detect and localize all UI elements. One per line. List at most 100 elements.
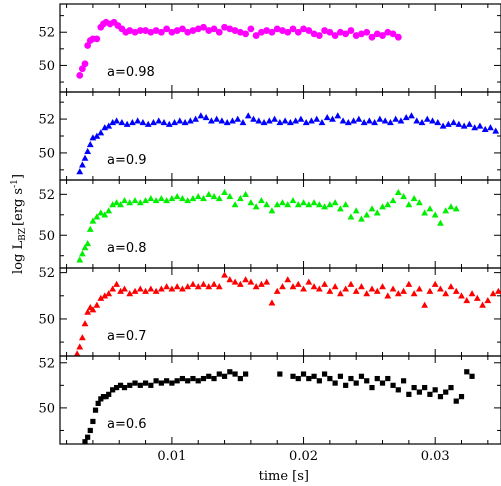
- data-point: [263, 201, 271, 208]
- data-point: [316, 378, 322, 384]
- data-point: [121, 285, 128, 292]
- data-point: [448, 384, 454, 391]
- data-point: [487, 124, 494, 131]
- data-point: [343, 382, 349, 388]
- data-point: [400, 378, 407, 384]
- data-point: [279, 283, 286, 290]
- data-point: [308, 117, 315, 124]
- data-point: [258, 197, 265, 204]
- data-point: [368, 205, 376, 212]
- data-point: [92, 407, 99, 413]
- panel-a=0.7: 50 52 a=0.7: [38, 266, 501, 357]
- data-point: [464, 369, 470, 375]
- x-tick-label: 0.01: [157, 449, 186, 464]
- data-point: [160, 119, 168, 126]
- data-point: [494, 287, 501, 294]
- data-point: [294, 280, 302, 287]
- data-point: [400, 287, 407, 294]
- data-point: [321, 27, 328, 34]
- data-point: [429, 117, 436, 124]
- x-tick-label: 0.02: [289, 449, 318, 464]
- data-point: [460, 122, 468, 129]
- data-point: [93, 35, 101, 43]
- data-point: [443, 389, 449, 395]
- data-point: [473, 294, 481, 301]
- data-point: [331, 199, 339, 206]
- data-point: [369, 384, 375, 391]
- data-point: [389, 285, 397, 292]
- data-point: [315, 201, 323, 208]
- data-point: [300, 199, 307, 206]
- data-point: [423, 115, 431, 122]
- data-point: [195, 378, 201, 384]
- data-point: [168, 28, 176, 36]
- data-point: [437, 285, 444, 292]
- y-axis-title-close: ]: [11, 174, 26, 179]
- data-point: [95, 400, 101, 406]
- data-point: [189, 280, 197, 287]
- data-point: [179, 25, 186, 33]
- data-point: [86, 225, 94, 232]
- data-point: [379, 203, 386, 210]
- data-point: [87, 427, 93, 434]
- data-point: [452, 205, 460, 212]
- data-point: [426, 287, 434, 294]
- data-point: [184, 283, 192, 290]
- data-point: [179, 375, 186, 382]
- data-point: [126, 27, 134, 34]
- data-point: [427, 391, 433, 397]
- panel-label: a=0.8: [107, 241, 147, 256]
- data-point: [310, 283, 318, 290]
- data-point: [78, 161, 86, 168]
- data-point: [302, 119, 310, 126]
- data-point: [394, 290, 402, 297]
- panel-label: a=0.6: [107, 417, 147, 432]
- panel-a=0.8: 50 52 a=0.8: [38, 179, 501, 269]
- data-point: [327, 375, 333, 382]
- data-point: [374, 375, 380, 382]
- data-point: [373, 209, 381, 216]
- data-point: [215, 195, 223, 202]
- data-point: [117, 287, 124, 294]
- y-axis-title-unit: [erg s: [11, 188, 26, 226]
- data-point: [242, 190, 250, 198]
- data-point: [131, 287, 139, 294]
- data-point: [118, 119, 126, 126]
- data-point: [368, 33, 376, 41]
- x-axis-title: time [s]: [259, 469, 309, 484]
- data-point: [243, 371, 249, 377]
- data-point: [78, 250, 86, 257]
- data-point: [360, 119, 368, 126]
- data-point: [271, 115, 278, 122]
- panel-frame: [59, 355, 501, 445]
- data-point: [363, 211, 371, 218]
- data-point: [139, 119, 147, 126]
- data-point: [105, 207, 113, 214]
- data-point: [347, 280, 355, 287]
- data-point: [458, 292, 465, 299]
- data-point: [157, 285, 165, 292]
- data-point: [81, 320, 89, 327]
- data-point: [263, 278, 271, 285]
- data-point: [78, 65, 86, 73]
- data-point: [284, 276, 292, 283]
- data-point: [97, 209, 105, 216]
- data-point: [336, 290, 344, 297]
- data-point: [410, 195, 418, 202]
- data-point: [173, 192, 181, 200]
- data-point: [352, 207, 360, 214]
- data-point: [152, 197, 160, 204]
- data-point: [453, 398, 459, 404]
- data-point: [200, 23, 207, 31]
- data-point: [415, 285, 423, 292]
- data-point: [105, 122, 113, 129]
- data-point: [277, 371, 283, 377]
- data-point: [371, 119, 379, 126]
- data-point: [284, 28, 292, 36]
- data-point: [481, 125, 489, 132]
- data-point: [350, 117, 357, 124]
- data-point: [189, 27, 197, 34]
- data-point: [250, 115, 257, 122]
- data-point: [142, 27, 149, 34]
- data-point: [402, 113, 410, 121]
